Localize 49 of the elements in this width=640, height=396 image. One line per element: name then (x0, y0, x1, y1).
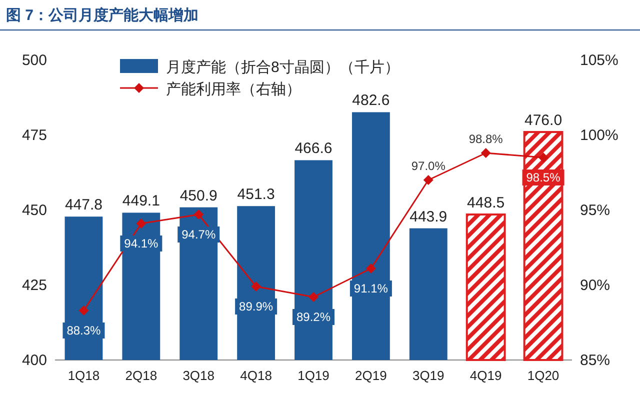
point (194, 210, 204, 220)
data-label: 89.9% (239, 300, 274, 314)
data-label: 89.2% (296, 310, 331, 324)
data-label: 448.5 (467, 194, 505, 212)
y2-tick-label: 105% (580, 52, 618, 69)
data-label: 451.3 (237, 186, 275, 204)
point (480, 148, 491, 158)
data-label: 88.3% (66, 324, 102, 338)
legend-label: 产能利用率（右轴） (166, 81, 301, 98)
data-label: 447.8 (64, 196, 102, 214)
y2-tick-label: 95% (580, 202, 610, 219)
x-tick-label: 2Q18 (125, 368, 158, 383)
x-tick-label: 4Q19 (470, 368, 502, 383)
point (78, 306, 89, 316)
y2-tick-label: 85% (580, 352, 610, 369)
point (136, 218, 146, 228)
y-tick-label: 450 (22, 202, 47, 219)
y2-tick-label: 100% (580, 127, 618, 144)
point (423, 175, 434, 185)
data-label: 466.6 (294, 140, 332, 158)
y-tick-label: 425 (22, 277, 47, 294)
point (538, 152, 548, 162)
data-label: 91.1% (354, 282, 388, 296)
data-label: 450.9 (180, 187, 218, 204)
chart-title: 图 7：公司月度产能大幅增加 (6, 6, 199, 24)
data-label: 482.6 (352, 92, 390, 110)
data-label: 94.1% (124, 236, 159, 250)
data-label: 94.7% (182, 228, 216, 242)
y-tick-label: 500 (22, 52, 47, 69)
point (251, 282, 262, 292)
data-label: 98.5% (526, 170, 561, 184)
legend-label: 月度产能（折合8寸晶圆）（千片） (166, 59, 400, 76)
point (308, 292, 318, 302)
x-tick-label: 1Q19 (298, 368, 330, 383)
data-label: 98.8% (468, 132, 504, 146)
x-tick-label: 3Q18 (182, 368, 215, 383)
x-tick-label: 1Q20 (527, 368, 560, 383)
y-tick-label: 400 (22, 352, 47, 369)
data-label: 449.1 (122, 192, 160, 210)
data-label: 443.9 (410, 208, 448, 226)
x-tick-label: 1Q18 (68, 368, 100, 383)
x-tick-label: 2Q19 (355, 368, 387, 383)
data-label: 476.0 (524, 112, 562, 129)
point (366, 264, 376, 274)
x-tick-label: 4Q18 (240, 368, 272, 383)
x-tick-label: 3Q19 (412, 368, 444, 383)
data-label: 97.0% (411, 159, 446, 173)
y2-tick-label: 90% (580, 277, 610, 294)
y-tick-label: 475 (22, 127, 47, 144)
